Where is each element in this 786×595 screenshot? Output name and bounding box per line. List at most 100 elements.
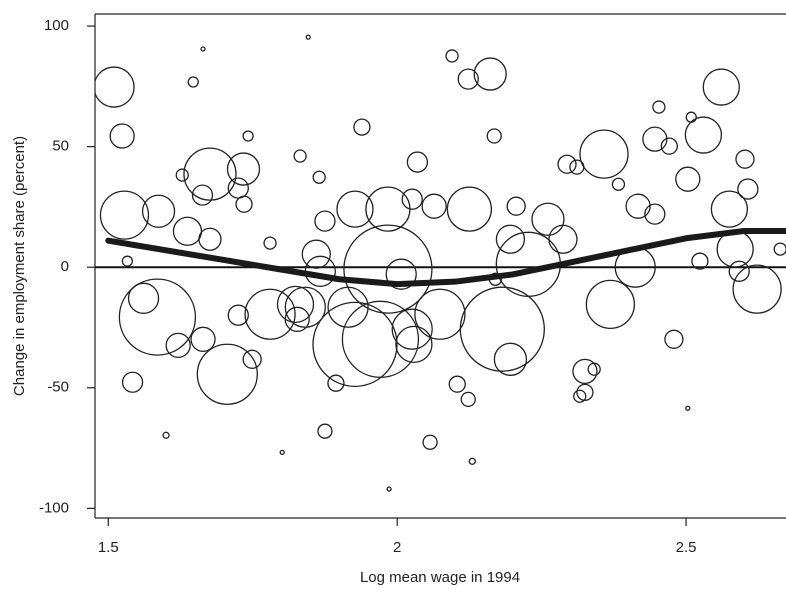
bubble [702,68,740,106]
bubble [386,486,392,492]
bubble [293,149,307,163]
bubble [691,252,709,270]
bubble [587,362,601,376]
bubble [493,342,528,376]
bubble [244,288,296,340]
y-tick-label: 50 [52,138,69,155]
bubble [305,34,311,40]
bubble [336,190,374,228]
bubble [684,116,723,154]
bubble [486,128,502,144]
bubble [685,405,691,411]
bubble [473,57,507,91]
bubble [459,286,545,372]
bubble [414,288,466,340]
bubble [644,203,666,225]
bubble [109,123,135,149]
x-tick-label: 2.5 [676,539,697,556]
bubble [263,236,277,250]
bubble [468,457,476,465]
bubble [506,196,526,216]
bubble [183,147,237,201]
bubble [226,152,261,186]
bubble [735,149,755,169]
bubble [675,166,701,192]
bubble [235,195,253,213]
y-tick-label: 100 [44,17,69,34]
bubble [121,255,134,267]
bubble [312,170,326,184]
bubble [196,343,258,405]
bubble [710,190,749,228]
bubble [611,177,626,191]
bubble [242,349,262,369]
bubble [99,190,150,240]
bubble [314,210,336,232]
bubble [579,129,629,179]
bubble [664,329,684,349]
bubble [495,224,526,254]
bubble [141,194,176,228]
bubble [327,374,345,392]
bubble [127,282,160,314]
bubble [312,301,398,388]
plot-area [95,34,786,492]
bubble [448,375,466,393]
bubble [227,304,249,326]
bubble [284,286,326,328]
bubble [460,391,476,408]
y-axis-title: Change in employment share (percent) [11,136,28,396]
bubble [732,264,782,314]
bubble [175,168,189,182]
bubble [557,154,577,174]
bubble [625,193,651,219]
smoothed-line [105,228,786,288]
bubble [284,306,310,332]
bubble [401,188,423,210]
bubble [572,358,598,385]
bubble [343,224,433,314]
x-axis-title: Log mean wage in 1994 [360,569,520,586]
bubble [200,46,206,52]
bubble [642,126,668,152]
x-tick-label: 2 [393,539,401,556]
bubble [406,151,429,173]
bubble [573,389,587,403]
bubble [317,423,333,439]
y-tick-label: -50 [47,379,69,396]
bubble [95,66,135,108]
bubble [385,258,417,290]
bubble [301,239,331,269]
bubble [728,260,750,282]
y-tick-label: 0 [61,258,69,275]
bubble [422,434,438,450]
bubble [446,186,493,232]
bubble [548,224,578,254]
bubble [276,285,315,323]
bubble [445,49,459,63]
bubble [421,193,447,219]
bubble [242,130,254,142]
bubble [190,326,216,352]
bubble [187,76,199,88]
bubble [737,178,759,200]
bubble [773,242,786,256]
bubble [652,100,666,114]
bubble [457,68,479,90]
bubble [191,184,214,206]
bubble [121,371,144,393]
bubble [531,202,565,236]
bubble [279,449,285,456]
bubble [198,227,222,251]
bubble [660,137,678,155]
bubble [165,332,191,358]
bubble [685,111,697,123]
y-tick-label: -100 [39,499,69,516]
bubble [395,325,433,364]
bubble [118,278,197,356]
bubble [172,216,203,246]
bubble [391,308,433,350]
bubble [353,118,371,136]
bubble [585,279,636,329]
